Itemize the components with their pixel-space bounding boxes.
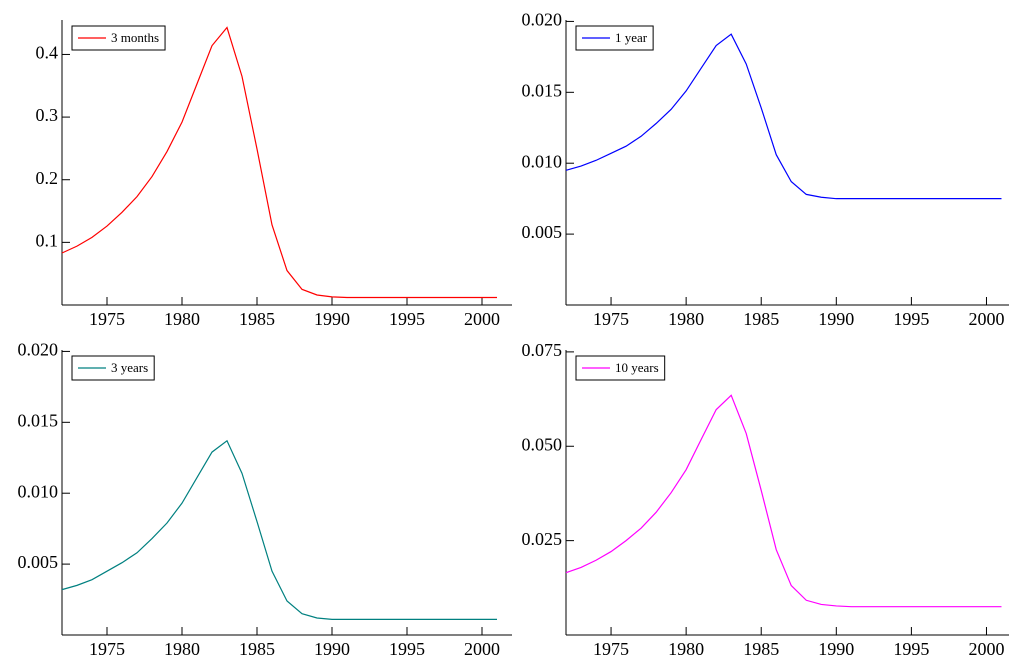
x-tick-label: 1990 — [314, 309, 350, 329]
legend-label: 10 years — [615, 360, 659, 375]
series-line — [61, 26, 497, 299]
legend-label: 3 years — [111, 360, 148, 375]
x-tick-label: 1995 — [389, 309, 425, 329]
x-tick-label: 1980 — [164, 639, 200, 659]
y-tick-label: 0.3 — [36, 105, 59, 125]
y-tick-label: 0.020 — [522, 10, 563, 30]
x-tick-label: 1975 — [593, 309, 629, 329]
y-tick-label: 0.050 — [522, 434, 563, 454]
y-tick-label: 0.015 — [522, 80, 563, 100]
y-tick-label: 0.025 — [522, 529, 563, 549]
panel: 0.005 0.010 0.015 0.020 1975 1980 1985 1990 1995… — [18, 340, 512, 659]
series-line — [565, 394, 1002, 608]
x-tick-label: 1995 — [893, 639, 929, 659]
x-tick-label: 1985 — [239, 639, 275, 659]
x-tick-label: 2000 — [464, 639, 500, 659]
x-tick-label: 1990 — [818, 639, 854, 659]
y-tick-label: 0.005 — [18, 552, 59, 572]
y-tick-label: 0.010 — [522, 151, 563, 171]
x-tick-label: 2000 — [464, 309, 500, 329]
x-tick-label: 1985 — [743, 309, 779, 329]
x-tick-label: 1995 — [389, 639, 425, 659]
x-tick-label: 1985 — [743, 639, 779, 659]
y-tick-label: 0.015 — [18, 410, 59, 430]
x-tick-label: 1980 — [668, 639, 704, 659]
x-tick-label: 1985 — [239, 309, 275, 329]
x-tick-label: 1990 — [314, 639, 350, 659]
panel: 0.1 0.2 0.3 0.4 1975 1980 1985 1990 1995 2000 3 mo… — [36, 20, 512, 329]
panel: 0.005 0.010 0.015 0.020 1975 1980 1985 1990 1995… — [522, 10, 1009, 329]
series-line — [61, 439, 497, 620]
legend-label: 3 months — [111, 30, 159, 45]
series-line — [565, 33, 1002, 200]
y-tick-label: 0.1 — [36, 230, 59, 250]
legend: 10 years — [575, 355, 666, 381]
y-tick-label: 0.4 — [36, 43, 59, 63]
x-tick-label: 1975 — [593, 639, 629, 659]
y-tick-label: 0.010 — [18, 481, 59, 501]
x-tick-label: 2000 — [968, 309, 1004, 329]
x-tick-label: 1975 — [89, 309, 125, 329]
y-tick-label: 0.2 — [36, 168, 59, 188]
legend-label: 1 year — [615, 30, 648, 45]
x-tick-label: 1980 — [668, 309, 704, 329]
legend: 1 year — [575, 25, 654, 51]
y-tick-label: 0.020 — [18, 340, 59, 360]
x-tick-label: 1990 — [818, 309, 854, 329]
x-tick-label: 1980 — [164, 309, 200, 329]
x-tick-label: 1995 — [893, 309, 929, 329]
legend: 3 years — [71, 355, 155, 381]
y-tick-label: 0.005 — [522, 222, 563, 242]
x-tick-label: 2000 — [968, 639, 1004, 659]
legend: 3 months — [71, 25, 166, 51]
y-tick-label: 0.075 — [522, 340, 563, 360]
panel: 0.025 0.050 0.075 1975 1980 1985 1990 1995 2000 1… — [522, 340, 1009, 659]
x-tick-label: 1975 — [89, 639, 125, 659]
